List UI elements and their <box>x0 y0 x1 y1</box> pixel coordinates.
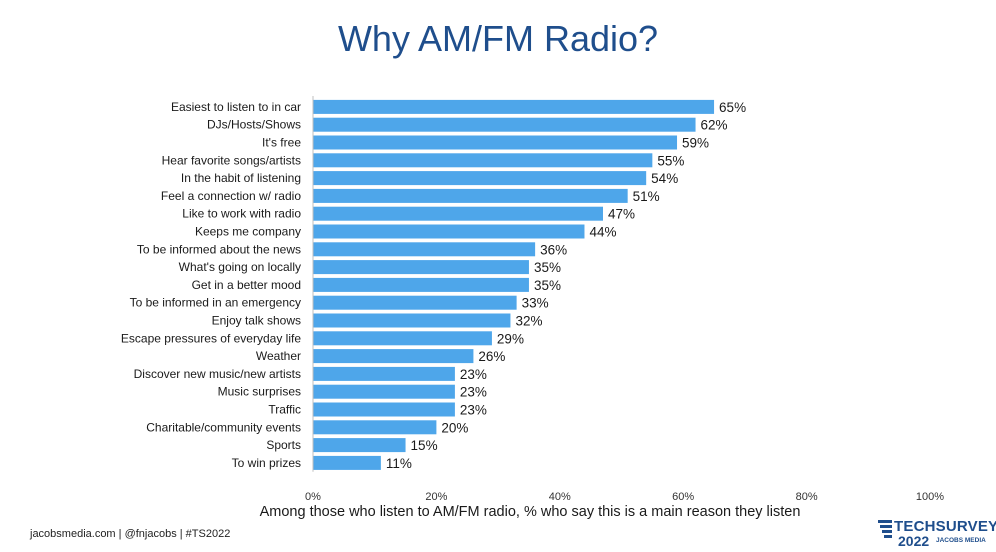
bar <box>313 438 406 453</box>
chart-subtitle: Among those who listen to AM/FM radio, %… <box>259 504 801 520</box>
value-label: 47% <box>608 207 635 222</box>
category-labels: Easiest to listen to in car DJs/Hosts/Sho… <box>121 100 301 470</box>
category-label: Traffic <box>268 403 301 417</box>
category-label: To be informed in an emergency <box>130 296 301 310</box>
category-label: Weather <box>256 349 301 363</box>
x-tick-label: 100% <box>916 491 944 503</box>
bar <box>313 349 474 364</box>
category-label: Sports <box>266 438 301 452</box>
value-labels: 65% 62% 59% 55% 54% 51% 47% 44% 36% 35% 35% 33% 32% 2… <box>386 100 746 471</box>
category-label: Music surprises <box>218 385 301 399</box>
value-label: 23% <box>460 403 487 418</box>
value-label: 26% <box>478 349 505 364</box>
logo-main-text: TECHSURVEY <box>894 518 996 535</box>
bar <box>313 260 529 275</box>
value-label: 62% <box>701 118 728 133</box>
bar <box>313 295 517 310</box>
x-tick-label: 0% <box>305 491 321 503</box>
bar <box>313 384 455 399</box>
category-label: Easiest to listen to in car <box>171 100 301 114</box>
bar <box>313 242 536 257</box>
value-label: 35% <box>534 260 561 275</box>
bar <box>313 153 653 168</box>
value-label: 32% <box>515 314 542 329</box>
value-label: 44% <box>589 225 616 240</box>
bar <box>313 420 437 435</box>
category-label: Hear favorite songs/artists <box>162 153 301 167</box>
value-label: 20% <box>441 420 468 435</box>
value-label: 55% <box>657 153 684 168</box>
x-tick-label: 80% <box>796 491 818 503</box>
logo-stripes-icon <box>878 520 892 538</box>
bar <box>313 206 603 221</box>
bar <box>313 455 381 470</box>
bar <box>313 117 696 132</box>
value-label: 51% <box>633 189 660 204</box>
value-label: 23% <box>460 385 487 400</box>
bar <box>313 188 628 203</box>
bar <box>313 366 455 381</box>
category-label: It's free <box>262 136 301 150</box>
footer-text: jacobsmedia.com | @fnjacobs | #TS2022 <box>30 528 231 540</box>
value-label: 29% <box>497 331 524 346</box>
category-label: Enjoy talk shows <box>212 314 301 328</box>
category-label: Discover new music/new artists <box>134 367 301 381</box>
category-label: Escape pressures of everyday life <box>121 331 301 345</box>
bar <box>313 99 715 114</box>
category-label: What's going on locally <box>179 260 301 274</box>
value-label: 36% <box>540 242 567 257</box>
bar <box>313 171 647 186</box>
bar <box>313 277 529 292</box>
techsurvey-logo: TECHSURVEY 2022 JACOBS MEDIA <box>878 518 996 549</box>
x-tick-label: 40% <box>549 491 571 503</box>
bars-group <box>313 99 715 470</box>
value-label: 23% <box>460 367 487 382</box>
category-label: In the habit of listening <box>181 171 301 185</box>
category-label: Get in a better mood <box>192 278 301 292</box>
bar <box>313 224 585 239</box>
bar <box>313 135 678 150</box>
category-label: Like to work with radio <box>182 207 301 221</box>
category-label: To be informed about the news <box>137 242 301 256</box>
value-label: 59% <box>682 136 709 151</box>
value-label: 54% <box>651 171 678 186</box>
category-label: Keeps me company <box>195 225 301 239</box>
value-label: 11% <box>386 456 412 471</box>
category-label: Charitable/community events <box>146 420 301 434</box>
logo-year-text: 2022 <box>898 533 930 549</box>
category-label: Feel a connection w/ radio <box>161 189 301 203</box>
value-label: 35% <box>534 278 561 293</box>
value-label: 65% <box>719 100 746 115</box>
category-label: DJs/Hosts/Shows <box>207 118 301 132</box>
bar <box>313 402 455 417</box>
category-label: To win prizes <box>232 456 301 470</box>
x-tick-label: 20% <box>425 491 447 503</box>
x-axis-ticks: 0% 20% 40% 60% 80% 100% <box>305 491 944 503</box>
bar <box>313 313 511 328</box>
logo-sub-text: JACOBS MEDIA <box>936 537 986 544</box>
chart-title: Why AM/FM Radio? <box>337 18 659 59</box>
x-tick-label: 60% <box>672 491 694 503</box>
bar <box>313 331 492 346</box>
value-label: 33% <box>522 296 549 311</box>
value-label: 15% <box>411 438 438 453</box>
